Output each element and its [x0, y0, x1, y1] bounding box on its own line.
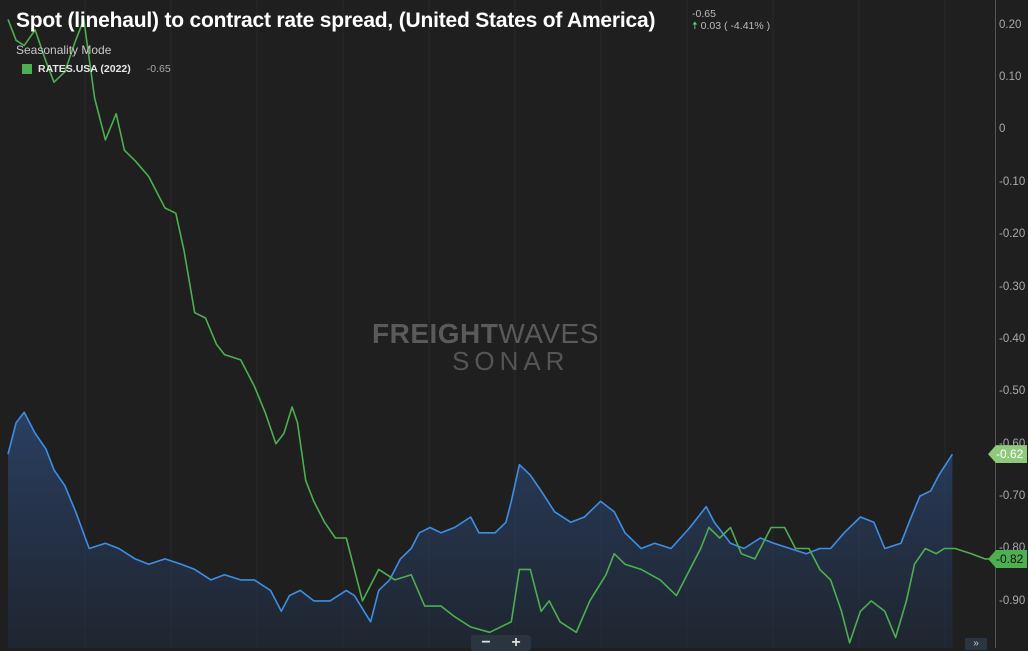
y-tick-label: -0.90	[999, 594, 1026, 607]
legend-value: -0.65	[146, 63, 171, 75]
series-area	[8, 412, 953, 648]
chart-title: Spot (linehaul) to contract rate spread,…	[16, 9, 656, 32]
watermark-freightwaves: FREIGHTWAVES	[372, 318, 599, 349]
series-group	[7, 18, 993, 648]
y-tick-label: 0.20	[999, 18, 1022, 31]
y-tick-label: -0.20	[999, 228, 1026, 241]
price-tag-2022: -0.82	[988, 549, 1028, 568]
zoom-controls: − +	[471, 635, 531, 651]
arrow-up-icon: 🠅	[692, 20, 698, 32]
y-tick-label: 0	[999, 123, 1006, 136]
y-tick-label: -0.10	[999, 175, 1026, 188]
scroll-to-end-button[interactable]: »	[965, 638, 987, 650]
y-tick-label: 0.10	[999, 71, 1022, 83]
change-value: 0.03 ( -4.41% )	[700, 20, 771, 32]
y-tick-label: -0.50	[999, 385, 1026, 398]
y-axis-line	[995, 0, 996, 648]
y-tick-label: -0.30	[999, 280, 1026, 293]
zoom-in-button[interactable]: +	[511, 634, 521, 651]
watermark-sonar: SONAR	[452, 346, 570, 376]
legend-swatch	[22, 64, 32, 74]
seasonality-mode-label: Seasonality Mode	[16, 43, 112, 57]
legend-name: RATES.USA (2022)	[38, 63, 131, 75]
series-line-2022[interactable]	[7, 18, 993, 644]
quote-box: -0.65 🠅 0.03 ( -4.41% )	[692, 8, 770, 32]
price-tag-current: -0.62	[988, 445, 1028, 464]
series-line-current[interactable]	[7, 411, 954, 623]
y-tick-label: -0.40	[999, 332, 1026, 345]
last-value: -0.65	[692, 8, 716, 20]
y-tick-label: -0.70	[999, 490, 1026, 503]
zoom-out-button[interactable]: −	[481, 634, 491, 651]
legend-item[interactable]: RATES.USA (2022) -0.65	[22, 63, 171, 75]
